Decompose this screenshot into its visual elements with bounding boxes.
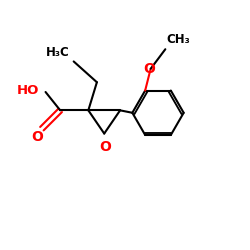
Text: O: O <box>31 130 43 144</box>
Text: HO: HO <box>17 84 40 97</box>
Text: H₃C: H₃C <box>46 46 69 59</box>
Text: O: O <box>99 140 111 154</box>
Text: O: O <box>144 62 156 76</box>
Text: CH₃: CH₃ <box>166 33 190 46</box>
